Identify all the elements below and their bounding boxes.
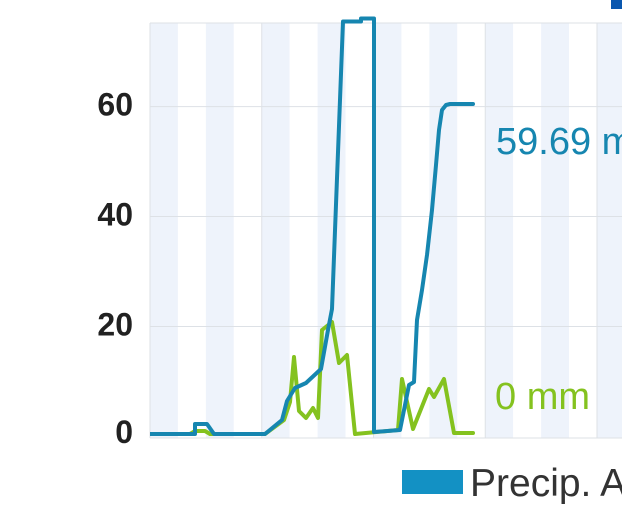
svg-text:0: 0 xyxy=(115,414,133,450)
svg-text:60: 60 xyxy=(97,87,133,123)
svg-text:40: 40 xyxy=(97,197,133,233)
svg-text:0 mm: 0 mm xyxy=(495,376,590,418)
svg-text:Precip. A: Precip. A xyxy=(470,462,622,505)
svg-text:59.69 mm: 59.69 mm xyxy=(496,121,622,163)
svg-text:20: 20 xyxy=(97,307,133,343)
